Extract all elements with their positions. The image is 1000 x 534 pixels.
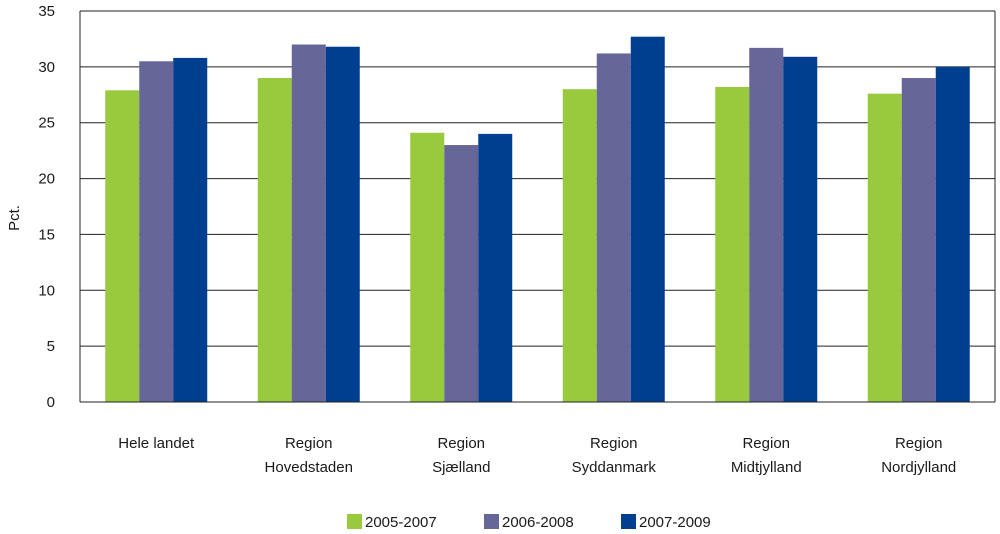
bar-2006-2008-4 — [749, 47, 784, 402]
legend-label: 2007-2009 — [639, 514, 711, 531]
x-category-label: Region Nordjylland — [881, 435, 956, 476]
bar-2007-2009-2 — [478, 133, 513, 402]
x-category-label: Region Midtjylland — [731, 435, 802, 476]
bars — [105, 36, 970, 403]
x-category-label-line: Nordjylland — [881, 459, 956, 476]
y-tick-label: 20 — [38, 171, 55, 188]
x-category-label-line: Hele landet — [118, 435, 195, 452]
bar-2005-2007-2 — [410, 132, 445, 403]
x-category-label-line: Region — [590, 435, 638, 452]
bar-2006-2008-2 — [444, 145, 479, 403]
bar-2007-2009-1 — [325, 46, 360, 403]
x-category-label-line: Region — [285, 435, 333, 452]
bar-2007-2009-5 — [935, 66, 970, 402]
y-axis-title: Pct. — [6, 205, 23, 231]
legend-swatch-2005-2007 — [347, 514, 362, 529]
legend-label: 2006-2008 — [502, 514, 574, 531]
bar-2005-2007-0 — [105, 90, 140, 403]
bar-2005-2007-5 — [867, 93, 902, 402]
x-category-label-line: Hovedstaden — [265, 459, 353, 476]
y-tick-label: 30 — [38, 59, 55, 76]
bar-2007-2009-3 — [630, 36, 665, 403]
legend-label: 2005-2007 — [365, 514, 437, 531]
axes — [79, 11, 996, 403]
bar-2005-2007-4 — [715, 86, 750, 403]
y-tick-label: 25 — [38, 115, 55, 132]
y-tick-label: 35 — [38, 3, 55, 20]
bar-2005-2007-3 — [562, 89, 597, 402]
x-category-label-line: Syddanmark — [572, 459, 657, 476]
bar-2007-2009-4 — [783, 56, 818, 402]
x-category-label: Region Hovedstaden — [265, 435, 353, 476]
bar-2005-2007-1 — [257, 78, 292, 403]
y-tick-label: 15 — [38, 226, 55, 243]
y-tick-label: 10 — [38, 282, 55, 299]
x-category-label: Region Sjælland — [432, 435, 490, 476]
x-axis-categories: Hele landet Region Hovedstaden Region Sjælla… — [118, 435, 956, 476]
x-category-label: Hele landet — [118, 435, 195, 452]
bar-2006-2008-0 — [139, 61, 174, 403]
y-tick-label: 5 — [47, 338, 55, 355]
x-category-label-line: Midtjylland — [731, 459, 802, 476]
x-category-label-line: Region — [437, 435, 485, 452]
y-tick-label: 0 — [47, 394, 55, 411]
bar-2006-2008-5 — [901, 78, 936, 403]
legend: 2005-2007 2006-2008 2007-2009 — [347, 514, 711, 531]
bar-2006-2008-1 — [291, 44, 326, 403]
bar-2006-2008-3 — [596, 53, 631, 403]
gridlines — [80, 10, 995, 403]
x-category-label-line: Region — [742, 435, 790, 452]
x-category-label-line: Region — [895, 435, 943, 452]
x-category-label-line: Sjælland — [432, 459, 490, 476]
y-axis-ticks: 0 5 10 15 20 25 30 35 — [38, 3, 55, 411]
legend-swatch-2006-2008 — [484, 514, 499, 529]
legend-swatch-2007-2009 — [621, 514, 636, 529]
x-category-label: Region Syddanmark — [572, 435, 657, 476]
bar-2007-2009-0 — [173, 57, 208, 403]
